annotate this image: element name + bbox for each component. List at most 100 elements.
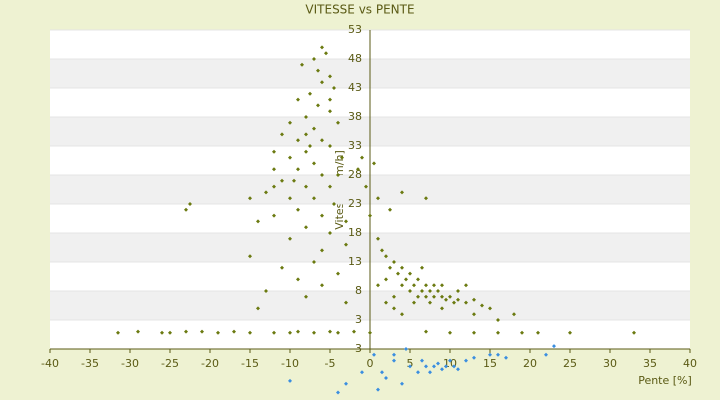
- point: [300, 62, 304, 67]
- point: [404, 277, 408, 282]
- point: [368, 213, 372, 218]
- point: [280, 265, 284, 270]
- point: [336, 330, 340, 335]
- point: [336, 390, 340, 395]
- point: [412, 300, 416, 305]
- point: [256, 306, 260, 311]
- point: [360, 370, 364, 375]
- point: [296, 167, 300, 172]
- point: [420, 358, 424, 363]
- point: [304, 184, 308, 189]
- point: [328, 231, 332, 235]
- x-tick-label: -5: [325, 357, 336, 370]
- point: [344, 219, 348, 224]
- point: [332, 86, 336, 90]
- point: [336, 173, 340, 177]
- point: [312, 260, 316, 264]
- x-tick-label: -30: [121, 357, 139, 370]
- point: [496, 318, 500, 322]
- point: [368, 330, 372, 335]
- point: [400, 265, 404, 270]
- y-tick-label: 53: [348, 23, 362, 36]
- point: [388, 207, 392, 212]
- point: [428, 289, 432, 293]
- point: [392, 358, 396, 363]
- point: [440, 294, 444, 299]
- point: [312, 330, 316, 335]
- point: [116, 330, 120, 335]
- point: [504, 355, 508, 360]
- point: [316, 103, 320, 108]
- point: [312, 57, 316, 61]
- y-tick-label: 38: [348, 110, 362, 123]
- point: [320, 283, 324, 288]
- point: [416, 370, 420, 375]
- point: [328, 74, 332, 79]
- point: [384, 376, 388, 380]
- point: [288, 155, 292, 160]
- point: [308, 91, 312, 96]
- point: [408, 271, 412, 276]
- point: [312, 196, 316, 201]
- point: [360, 155, 364, 160]
- point: [424, 329, 428, 334]
- point: [436, 361, 440, 366]
- point: [384, 300, 388, 305]
- point: [288, 330, 292, 335]
- point: [412, 283, 416, 288]
- point: [288, 120, 292, 125]
- point: [380, 370, 384, 375]
- point: [200, 329, 204, 334]
- point: [496, 352, 500, 357]
- point: [292, 178, 296, 183]
- point: [448, 330, 452, 335]
- point: [296, 207, 300, 212]
- point: [288, 196, 292, 201]
- point: [512, 312, 516, 317]
- point: [248, 254, 252, 259]
- point: [408, 289, 412, 293]
- y-tick-label: 8: [355, 284, 362, 297]
- x-axis-title: Pente [%]: [638, 374, 692, 387]
- point: [304, 115, 308, 119]
- point: [432, 283, 436, 288]
- point: [160, 330, 164, 335]
- point: [392, 306, 396, 311]
- point: [328, 184, 332, 189]
- point: [376, 283, 380, 288]
- point: [424, 294, 428, 299]
- point: [440, 367, 444, 372]
- point: [320, 173, 324, 177]
- point: [420, 265, 424, 270]
- point: [356, 167, 360, 172]
- x-tick-label: -25: [161, 357, 179, 370]
- point: [256, 219, 260, 224]
- point: [312, 161, 316, 166]
- point: [312, 126, 316, 131]
- point: [444, 297, 448, 302]
- point: [472, 297, 476, 302]
- x-tick-label: -10: [281, 357, 299, 370]
- point: [372, 352, 376, 357]
- point: [296, 138, 300, 143]
- point: [328, 97, 332, 102]
- point: [408, 364, 412, 369]
- point: [272, 184, 276, 189]
- point: [344, 381, 348, 386]
- point: [320, 138, 324, 143]
- point: [396, 271, 400, 276]
- point: [496, 330, 500, 335]
- y-tick-label: 23: [348, 197, 362, 210]
- point: [568, 330, 572, 335]
- point: [232, 329, 236, 334]
- y-tick-label: 3: [355, 313, 362, 326]
- point: [400, 381, 404, 386]
- point: [380, 248, 384, 253]
- point: [136, 329, 140, 334]
- point: [376, 236, 380, 241]
- point: [552, 344, 556, 349]
- point: [248, 330, 252, 335]
- point: [320, 213, 324, 218]
- y-tick-label: 13: [348, 255, 362, 268]
